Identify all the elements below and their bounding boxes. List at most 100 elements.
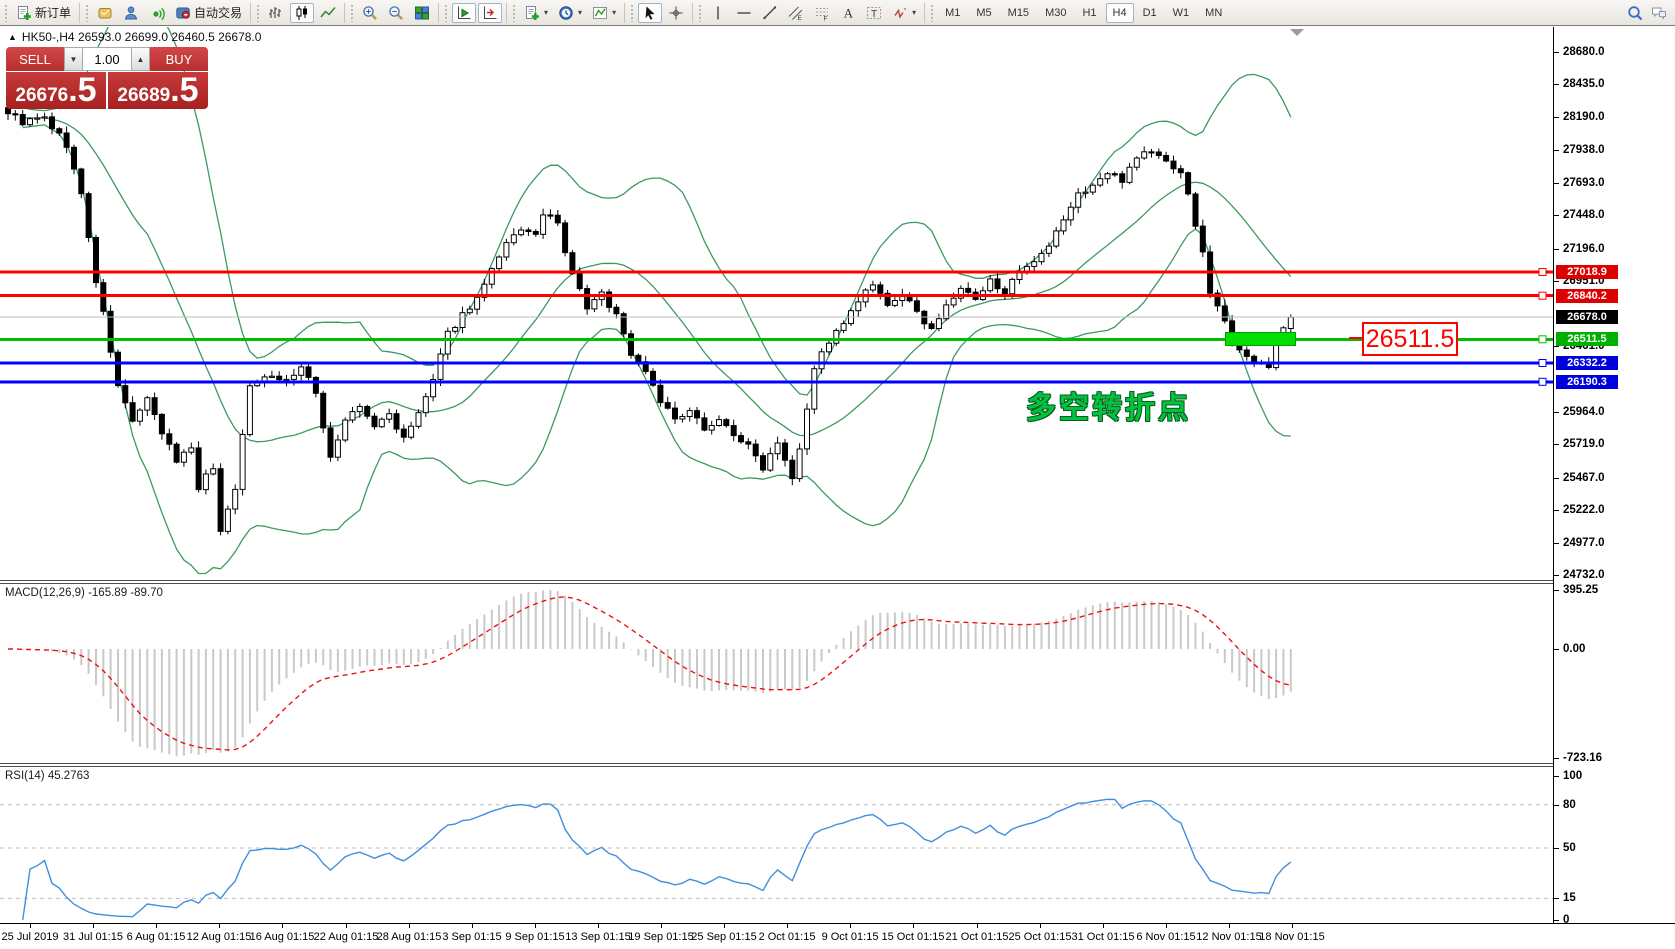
timeframe-m5-button[interactable]: M5	[976, 6, 992, 19]
price-tick	[1554, 575, 1559, 576]
timeframe-m30-button[interactable]: M30	[1045, 6, 1067, 19]
time-tick	[1229, 924, 1230, 928]
price-tick	[1554, 215, 1559, 216]
cursor-button[interactable]	[638, 2, 663, 23]
volume-increase-button[interactable]: ▲	[131, 47, 150, 71]
timeframe-mn-button[interactable]: MN	[1205, 6, 1223, 19]
candlestick-chart-button[interactable]	[290, 2, 315, 23]
dropdown-arrow-icon: ▾	[912, 8, 917, 17]
pane-separator[interactable]	[0, 580, 1675, 584]
line-chart-button[interactable]	[316, 3, 340, 23]
chart-list-icon[interactable]	[93, 3, 117, 23]
time-tick	[535, 924, 536, 928]
sell-button[interactable]: SELL	[6, 47, 64, 71]
callout-tick	[1349, 337, 1362, 339]
tile-windows-button[interactable]	[410, 3, 434, 23]
community-icon-icon	[123, 5, 139, 21]
signals-icon-icon	[149, 5, 165, 21]
timeframe-m1-button[interactable]: M1	[945, 6, 961, 19]
crosshair-button[interactable]	[664, 3, 688, 23]
community-icon[interactable]	[119, 3, 143, 23]
toolbar-grip[interactable]	[930, 3, 936, 22]
timeframe-w1-button[interactable]: W1	[1172, 6, 1190, 19]
toolbar-grip[interactable]	[630, 3, 636, 22]
fibonacci-button[interactable]: F	[810, 3, 834, 23]
time-tick-label: 9 Sep 01:15	[505, 931, 565, 943]
line-chart-icon	[320, 5, 336, 21]
toolbar-grip[interactable]	[4, 3, 9, 22]
trendline-button[interactable]	[758, 3, 782, 23]
toolbar-separator	[438, 2, 440, 23]
candlestick-chart-icon	[294, 5, 310, 21]
auto-trading-button[interactable]: 自动交易	[171, 3, 246, 23]
fibonacci-icon: F	[814, 5, 830, 21]
vertical-line-icon	[710, 5, 726, 21]
time-tick-label: 15 Oct 01:15	[881, 931, 945, 943]
price-callout-box[interactable]: 26511.5	[1362, 322, 1458, 356]
buy-price[interactable]: 26689 .5	[108, 72, 208, 109]
timeframe-h1-button[interactable]: H1	[1082, 6, 1097, 19]
toolbar-grip[interactable]	[350, 3, 356, 22]
zoom-in-icon	[362, 5, 378, 21]
arrows-button[interactable]: ▾	[888, 3, 920, 23]
indicators-button[interactable]: ▾	[588, 3, 620, 23]
chart-shift-button[interactable]	[478, 2, 503, 23]
indicators-icon	[592, 5, 608, 21]
horizontal-line-icon	[736, 5, 752, 21]
timeframe-m15-button[interactable]: M15	[1007, 6, 1030, 19]
highlight-rectangle[interactable]	[1225, 332, 1296, 346]
new-chart-button[interactable]: ▾	[520, 3, 552, 23]
timeframe-d1-button[interactable]: D1	[1142, 6, 1157, 19]
timeframe-h4-button[interactable]: H4	[1105, 2, 1134, 23]
macd-pane[interactable]: MACD(12,26,9) -165.89 -89.70	[0, 584, 1553, 763]
horizontal-line-button[interactable]	[732, 3, 756, 23]
time-tick-label: 12 Aug 01:15	[186, 931, 252, 943]
vertical-line-button[interactable]	[706, 3, 730, 23]
price-tick	[1554, 150, 1559, 151]
time-axis[interactable]: 25 Jul 2019 31 Jul 01:15 6 Aug 01:15 12 Aug…	[0, 923, 1675, 949]
new-order-button[interactable]: 新订单	[12, 3, 75, 23]
toolbar-grip[interactable]	[698, 3, 704, 22]
support-line-2-price-label: 26190.3	[1556, 375, 1618, 389]
one-click-trading-panel: SELL ▼ ▲ BUY 26676 .5 26689 .5	[6, 47, 208, 109]
toolbar-grip[interactable]	[444, 3, 450, 22]
zoom-out-button[interactable]	[384, 3, 408, 23]
time-tick-label: 9 Oct 01:15	[821, 931, 879, 943]
dropdown-arrow-icon: ▾	[578, 8, 583, 17]
channel-button[interactable]: E	[784, 3, 808, 23]
rsi-tick-label: 15	[1563, 892, 1576, 904]
sell-price[interactable]: 26676 .5	[6, 72, 106, 109]
chart-shift-marker-icon[interactable]	[1290, 29, 1304, 36]
svg-text:A: A	[844, 5, 854, 20]
profiles-button[interactable]: ▾	[554, 3, 586, 23]
collapse-panel-icon[interactable]: ▲	[8, 32, 17, 42]
price-tick-label: 28190.0	[1563, 111, 1605, 123]
time-tick	[913, 924, 914, 928]
text-icon: A	[840, 5, 856, 21]
annotation-turning-point[interactable]: 多空转折点	[1026, 392, 1191, 425]
toolbar-grip[interactable]	[512, 3, 518, 22]
toolbar-grip[interactable]	[256, 3, 262, 22]
price-axis[interactable]: 28680.0 28435.0 28190.0 27938.0 27693.0 27448…	[1553, 27, 1675, 926]
label-button[interactable]: T	[862, 3, 886, 23]
volume-decrease-button[interactable]: ▼	[64, 47, 83, 71]
toolbar-grip[interactable]	[85, 3, 91, 22]
price-tick-label: 27448.0	[1563, 209, 1605, 221]
price-tick	[1554, 346, 1559, 347]
time-tick	[787, 924, 788, 928]
signals-icon[interactable]	[145, 3, 169, 23]
volume-input[interactable]	[83, 47, 131, 71]
pane-separator[interactable]	[0, 763, 1675, 767]
auto-scroll-button[interactable]	[452, 2, 477, 23]
chat-icon[interactable]	[1651, 5, 1667, 21]
buy-button[interactable]: BUY	[150, 47, 208, 71]
zoom-in-button[interactable]	[358, 3, 382, 23]
rsi-pane[interactable]: RSI(14) 45.2763	[0, 767, 1553, 923]
price-pane[interactable]: ▲ HK50-,H4 26593.0 26699.0 26460.5 26678…	[0, 27, 1553, 580]
time-tick-label: 22 Aug 01:15	[313, 931, 379, 943]
bar-chart-button[interactable]	[264, 3, 288, 23]
text-button[interactable]: A	[836, 3, 860, 23]
time-tick-label: 16 Aug 01:15	[249, 931, 315, 943]
time-tick	[850, 924, 851, 928]
search-icon[interactable]	[1627, 5, 1643, 21]
